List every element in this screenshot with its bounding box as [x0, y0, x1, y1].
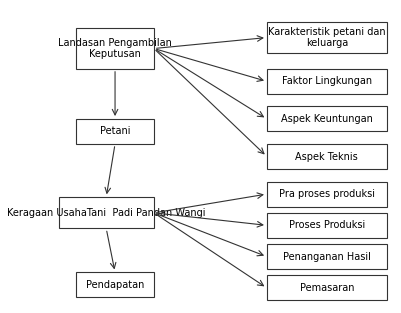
Text: Landasan Pengambilan
Keputusan: Landasan Pengambilan Keputusan: [58, 38, 172, 59]
Text: Aspek Teknis: Aspek Teknis: [296, 151, 358, 162]
Text: Proses Produksi: Proses Produksi: [289, 220, 365, 230]
Text: Faktor Lingkungan: Faktor Lingkungan: [282, 76, 372, 86]
FancyBboxPatch shape: [76, 119, 154, 144]
Text: Petani: Petani: [100, 126, 130, 136]
Text: Pendapatan: Pendapatan: [86, 280, 144, 290]
FancyBboxPatch shape: [267, 144, 387, 169]
FancyBboxPatch shape: [59, 197, 154, 228]
Text: Karakteristik petani dan
keluarga: Karakteristik petani dan keluarga: [268, 27, 386, 49]
Text: Aspek Keuntungan: Aspek Keuntungan: [281, 114, 373, 124]
FancyBboxPatch shape: [267, 22, 387, 53]
FancyBboxPatch shape: [267, 213, 387, 238]
FancyBboxPatch shape: [267, 275, 387, 300]
FancyBboxPatch shape: [267, 69, 387, 94]
Text: Keragaan UsahaTani  Padi Pandan Wangi: Keragaan UsahaTani Padi Pandan Wangi: [7, 208, 205, 218]
FancyBboxPatch shape: [267, 106, 387, 131]
Text: Pemasaran: Pemasaran: [300, 283, 354, 293]
FancyBboxPatch shape: [267, 244, 387, 269]
FancyBboxPatch shape: [76, 28, 154, 69]
FancyBboxPatch shape: [76, 272, 154, 297]
FancyBboxPatch shape: [267, 182, 387, 207]
Text: Pra proses produksi: Pra proses produksi: [279, 189, 375, 199]
Text: Penanganan Hasil: Penanganan Hasil: [283, 252, 371, 262]
